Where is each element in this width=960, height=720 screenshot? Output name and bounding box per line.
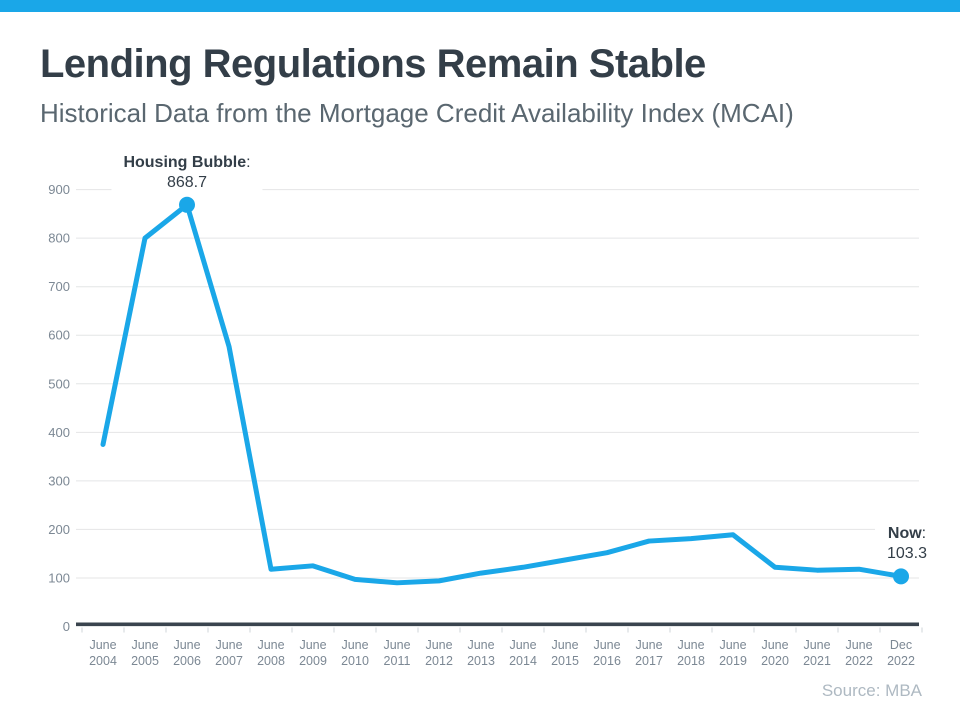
x-axis-label-june-2015: June 2015: [551, 638, 579, 668]
x-axis-label-june-2004: June 2004: [89, 638, 117, 668]
y-axis-label-500: 500: [48, 376, 70, 391]
annotation-now: Now: 103.3: [874, 523, 940, 565]
marker-housing-bubble: [179, 196, 195, 213]
annotation-housing-bubble: Housing Bubble: 868.7: [111, 151, 263, 193]
x-axis-label-june-2018: June 2018: [677, 638, 705, 668]
y-axis-label-700: 700: [48, 279, 70, 294]
x-axis-label-june-2008: June 2008: [257, 638, 285, 668]
x-axis-label-june-2019: June 2019: [719, 638, 747, 668]
page-title: Lending Regulations Remain Stable: [40, 42, 706, 86]
x-axis-label-june-2007: June 2007: [215, 638, 243, 668]
y-axis-label-600: 600: [48, 328, 70, 343]
y-axis-label-400: 400: [48, 425, 70, 440]
y-axis-label-300: 300: [48, 473, 70, 488]
x-axis-label-june-2012: June 2012: [425, 638, 453, 668]
annotation-housing-bubble-value: 868.7: [166, 173, 208, 191]
x-axis-label-june-2006: June 2006: [173, 638, 201, 668]
x-axis-label-june-2013: June 2013: [467, 638, 495, 668]
y-axis-label-800: 800: [48, 231, 70, 246]
source-note: Source: MBA: [821, 681, 922, 700]
x-axis-label-june-2005: June 2005: [131, 638, 159, 668]
y-axis-label-100: 100: [48, 570, 70, 585]
annotation-now-value: 103.3: [886, 545, 928, 563]
x-axis-label-june-2009: June 2009: [299, 638, 327, 668]
x-axis-label-june-2020: June 2020: [761, 638, 789, 668]
x-axis-label-june-2010: June 2010: [341, 638, 369, 668]
x-axis-label-june-2022: June 2022: [845, 638, 873, 668]
mcai-data-line: [100, 202, 904, 586]
x-axis-label-june-2021: June 2021: [803, 638, 831, 668]
annotation-housing-bubble-title: Housing Bubble:: [123, 153, 251, 171]
annotation-now-title: Now:: [887, 525, 927, 543]
marker-now: [893, 568, 909, 585]
top-accent-bar: [0, 0, 960, 12]
y-axis-label-900: 900: [48, 182, 70, 197]
x-axis-label-june-2016: June 2016: [593, 638, 621, 668]
y-axis-label-0: 0: [63, 619, 70, 634]
x-axis-label-dec-2022: Dec 2022: [887, 638, 915, 668]
page-subtitle: Historical Data from the Mortgage Credit…: [40, 98, 794, 128]
x-axis-label-june-2014: June 2014: [509, 638, 537, 668]
x-axis-label-june-2011: June 2011: [383, 638, 410, 668]
x-axis-label-june-2017: June 2017: [635, 638, 663, 668]
y-axis-label-200: 200: [48, 522, 70, 537]
